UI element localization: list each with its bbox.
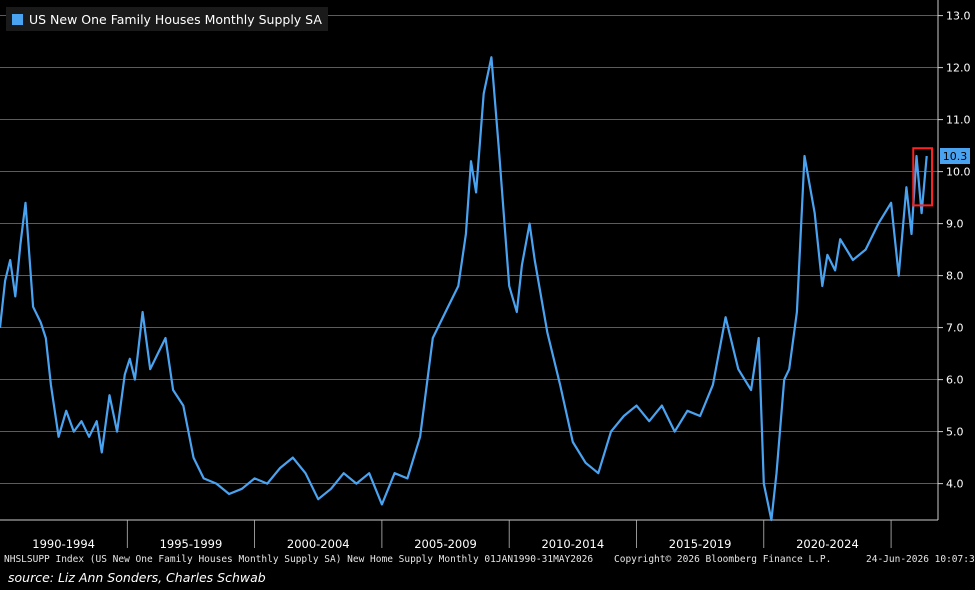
x-tick-label: 1990-1994 xyxy=(32,537,95,551)
y-tick-label: 5.0 xyxy=(946,426,964,439)
last-value-badge xyxy=(940,148,970,164)
x-tick-label: 2010-2014 xyxy=(541,537,604,551)
highlight-box xyxy=(912,147,933,207)
legend-label: US New One Family Houses Monthly Supply … xyxy=(29,11,322,27)
series-line xyxy=(0,56,928,522)
y-tick-label: 9.0 xyxy=(946,218,964,231)
legend-swatch xyxy=(12,13,23,25)
x-tick-label: 2020-2024 xyxy=(796,537,859,551)
gridlines xyxy=(0,15,938,485)
series-layer xyxy=(0,56,928,522)
x-tick-label: 2005-2009 xyxy=(414,537,477,551)
y-tick-label: 4.0 xyxy=(946,478,964,491)
y-tick-label: 11.0 xyxy=(946,114,971,127)
y-tick-label: 7.0 xyxy=(946,322,964,335)
x-tick-label: 1995-1999 xyxy=(160,537,223,551)
y-tick-label: 12.0 xyxy=(946,62,971,75)
x-tick-label: 2000-2004 xyxy=(287,537,350,551)
y-tick-label: 13.0 xyxy=(946,10,971,23)
index-description: NHSLSUPP Index (US New One Family Houses… xyxy=(4,554,594,565)
copyright-text: Copyright© 2026 Bloomberg Finance L.P. xyxy=(614,554,832,565)
source-note: source: Liz Ann Sonders, Charles Schwab xyxy=(8,570,266,585)
y-axis: 13.0 12.0 11.0 10.0 9.0 8.0 7.0 6.0 5.0 4.0 xyxy=(937,0,971,520)
last-value-label: 10.3 xyxy=(943,150,968,163)
legend: US New One Family Houses Monthly Supply … xyxy=(6,7,328,31)
timestamp: 24-Jun-2026 10:07:36 xyxy=(866,554,975,565)
y-tick-label: 10.0 xyxy=(946,166,971,179)
annotation-layer: 10.3 xyxy=(912,147,970,207)
y-tick-label: 6.0 xyxy=(946,374,964,387)
y-tick-label: 8.0 xyxy=(946,270,964,283)
x-axis: 1990-1994 1995-1999 2000-2004 2005-2009 2010… xyxy=(0,519,938,551)
x-tick-label: 2015-2019 xyxy=(669,537,732,551)
